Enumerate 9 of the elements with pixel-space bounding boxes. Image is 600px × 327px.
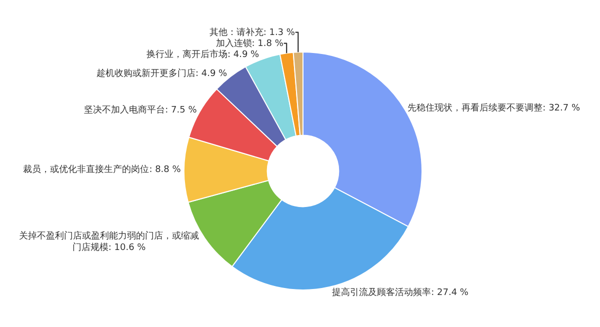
- slice-label: 坚决不加入电商平台: 7.5 %: [84, 104, 198, 116]
- slice-label: 加入连锁: 1.8 %: [216, 38, 284, 49]
- slice-label: 其他：请补充: 1.3 %: [209, 26, 296, 38]
- slice-label: 趁机收购或新开更多门店: 4.9 %: [96, 68, 228, 79]
- slice-label: 先稳住现状，再看后续要不要调整: 32.7 %: [408, 102, 580, 114]
- slice-label: 提高引流及顾客活动频率: 27.4 %: [332, 286, 469, 298]
- slice-label: 关掉不盈利门店或盈利能力弱的门店，或缩减门店规模: 10.6 %: [19, 230, 200, 254]
- slice-label: 裁员，或优化非直接生产的岗位: 8.8 %: [23, 164, 182, 176]
- slice-label: 换行业，离开后市场: 4.9 %: [146, 48, 260, 60]
